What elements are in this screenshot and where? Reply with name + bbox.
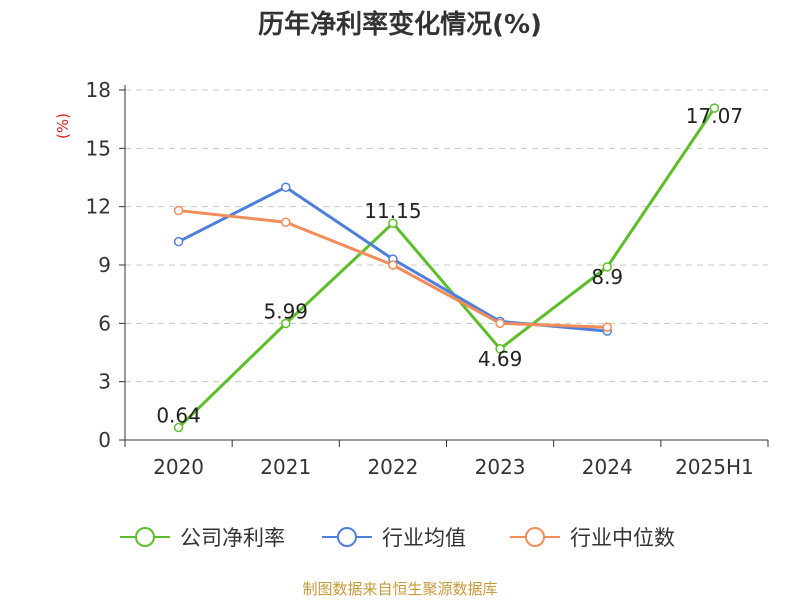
data-label: 4.69 bbox=[478, 347, 523, 371]
y-axis-label: (%) bbox=[54, 113, 72, 139]
series-point-0 bbox=[173, 422, 184, 433]
series-point-0 bbox=[495, 344, 505, 354]
data-label: 11.15 bbox=[364, 199, 421, 223]
data-label: 0.64 bbox=[156, 404, 201, 428]
series-point-1 bbox=[281, 182, 291, 192]
x-tick-label: 2024 bbox=[582, 455, 633, 479]
y-tick-label: 15 bbox=[86, 136, 111, 160]
x-tick-label: 2025H1 bbox=[675, 455, 754, 479]
series-point-2 bbox=[495, 318, 505, 329]
legend-marker bbox=[525, 527, 545, 547]
legend-marker bbox=[337, 527, 357, 547]
legend-label: 行业均值 bbox=[382, 526, 466, 550]
legend-label: 公司净利率 bbox=[180, 526, 285, 550]
data-label: 17.07 bbox=[686, 104, 743, 128]
series-point-2 bbox=[173, 205, 184, 216]
x-tick-label: 2021 bbox=[260, 455, 311, 479]
legend-marker bbox=[135, 527, 155, 547]
x-tick-label: 2023 bbox=[475, 455, 526, 479]
x-tick-label: 2022 bbox=[367, 455, 418, 479]
series-point-2 bbox=[281, 217, 291, 227]
x-tick-label: 2020 bbox=[153, 455, 204, 479]
y-tick-label: 0 bbox=[98, 428, 111, 452]
data-label: 5.99 bbox=[263, 300, 308, 324]
chart-title: 历年净利率变化情况(%) bbox=[258, 10, 542, 40]
series-point-0 bbox=[388, 218, 398, 228]
y-tick-label: 18 bbox=[86, 78, 111, 102]
series-point-0 bbox=[281, 318, 291, 329]
series-point-0 bbox=[709, 103, 720, 113]
y-tick-label: 3 bbox=[98, 370, 111, 394]
legend-label: 行业中位数 bbox=[570, 526, 675, 550]
series-point-2 bbox=[388, 260, 398, 270]
series-point-0 bbox=[602, 262, 612, 272]
y-tick-label: 6 bbox=[98, 311, 111, 335]
y-tick-label: 9 bbox=[98, 253, 111, 277]
series-point-2 bbox=[602, 322, 612, 332]
source-note: 制图数据来自恒生聚源数据库 bbox=[302, 580, 498, 598]
series-point-1 bbox=[173, 236, 184, 247]
y-tick-label: 12 bbox=[86, 195, 111, 219]
series-line-0 bbox=[177, 107, 716, 429]
data-label: 8.9 bbox=[591, 265, 623, 289]
